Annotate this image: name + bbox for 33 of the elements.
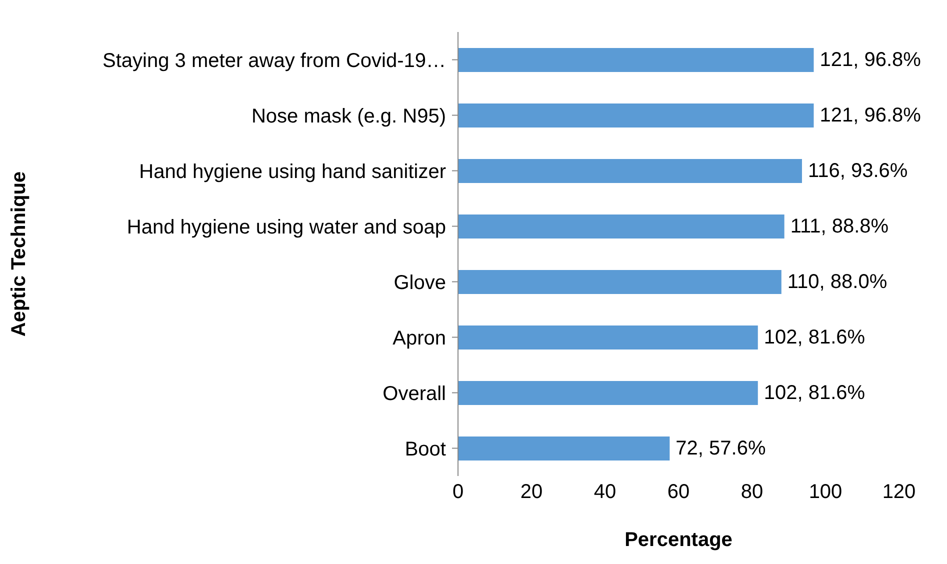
data-label: 102, 81.6%: [764, 382, 866, 404]
data-label: 111, 88.8%: [790, 216, 889, 238]
x-tick-label: 20: [520, 481, 543, 504]
x-tick-label: 100: [808, 481, 842, 504]
data-label: 121, 96.8%: [820, 104, 922, 126]
data-label: 72, 57.6%: [676, 438, 766, 460]
y-tick-label: Staying 3 meter away from Covid-19…: [102, 50, 446, 72]
y-tick-label: Hand hygiene using hand sanitizer: [139, 160, 446, 183]
x-tick-label: 0: [452, 481, 464, 504]
bar: [458, 270, 782, 294]
x-axis-title: Percentage: [624, 529, 732, 551]
bar: [458, 436, 670, 460]
bar: [458, 381, 758, 405]
y-tick-label: Glove: [394, 272, 446, 294]
x-tick-label: 40: [594, 481, 616, 504]
data-label: 110, 88.0%: [787, 271, 888, 293]
data-label: 121, 96.8%: [820, 49, 922, 71]
x-tick-label: 80: [740, 481, 764, 504]
y-tick-label: Nose mask (e.g. N95): [251, 105, 446, 128]
y-tick-label: Overall: [382, 382, 446, 405]
y-tick-label: Boot: [404, 438, 446, 460]
bar: [458, 326, 758, 350]
bar: [458, 48, 814, 72]
x-tick-label: 120: [882, 481, 916, 504]
data-label: 116, 93.6%: [808, 160, 908, 182]
data-label: 102, 81.6%: [764, 326, 866, 348]
bar: [458, 104, 814, 128]
y-tick-label: Apron: [392, 327, 446, 350]
x-tick-label: 60: [667, 481, 690, 504]
bar: [458, 159, 802, 183]
bar: [458, 214, 784, 238]
y-axis-title: Aeptic Technique: [8, 171, 30, 337]
y-tick-label: Hand hygiene using water and soap: [126, 216, 446, 238]
